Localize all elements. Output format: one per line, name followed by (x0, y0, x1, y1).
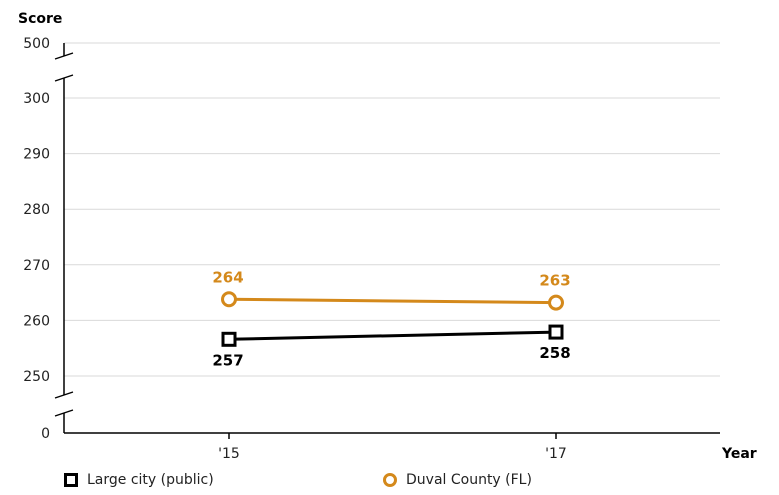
legend-label-large-city: Large city (public) (87, 472, 214, 488)
y-tick-label: 250 (23, 369, 50, 385)
legend-item-large-city: Large city (public) (64, 472, 214, 488)
legend-item-duval-county: Duval County (FL) (383, 472, 532, 488)
axis-break-mark (54, 52, 74, 60)
y-tick-label: 270 (23, 258, 50, 274)
axis-break-mark (54, 409, 74, 417)
data-point-circle (548, 294, 564, 311)
data-label: 258 (539, 344, 570, 362)
y-tick-label: 500 (23, 36, 50, 52)
x-tick-label: '17 (545, 446, 567, 462)
y-tick-label: 300 (23, 91, 50, 107)
data-point-square (548, 324, 564, 340)
y-tick-label: 260 (23, 313, 50, 329)
data-label: 257 (212, 351, 243, 369)
data-point-circle (221, 291, 237, 308)
data-point-square (221, 331, 237, 347)
legend-label-duval-county: Duval County (FL) (406, 472, 532, 488)
legend-square-marker (64, 473, 78, 487)
y-tick-label: 280 (23, 202, 50, 218)
x-tick-label: '15 (218, 446, 240, 462)
legend: Large city (public) Duval County (FL) (0, 472, 779, 494)
y-tick-labels: 0 250 260 270 280 290 300 500 (23, 36, 50, 442)
axes (54, 43, 720, 434)
data-label: 263 (539, 272, 570, 290)
gridlines (64, 42, 720, 377)
data-label: 264 (212, 268, 243, 286)
series-group: 257 258 264 263 (212, 268, 570, 369)
y-tick-label: 0 (41, 426, 50, 442)
x-axis-title: Year (721, 446, 757, 462)
axis-break-mark (54, 74, 74, 82)
x-tick-labels: '15 '17 (218, 433, 567, 462)
legend-circle-marker (383, 473, 397, 487)
series-line (228, 297, 557, 305)
y-axis-title: Score (18, 11, 62, 27)
series-line (228, 330, 557, 341)
y-tick-label: 290 (23, 147, 50, 163)
axis-break-mark (54, 391, 74, 399)
